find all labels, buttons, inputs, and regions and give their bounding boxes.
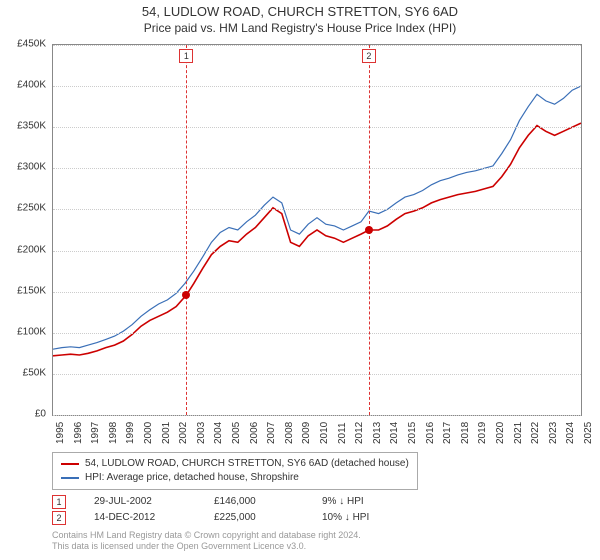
x-tick-label: 2021 [513, 422, 524, 444]
y-tick-label: £0 [35, 409, 46, 420]
x-tick-label: 2014 [389, 422, 400, 444]
x-tick-label: 2005 [231, 422, 242, 444]
y-tick-label: £450K [17, 39, 46, 50]
table-row: 1 29-JUL-2002 £146,000 9% ↓ HPI [52, 494, 412, 510]
chart-container: 54, LUDLOW ROAD, CHURCH STRETTON, SY6 6A… [0, 0, 600, 560]
sale-price: £225,000 [214, 510, 294, 526]
x-tick-label: 2013 [372, 422, 383, 444]
x-tick-label: 2006 [249, 422, 260, 444]
row-marker: 1 [52, 495, 66, 509]
x-tick-label: 2020 [495, 422, 506, 444]
x-tick-label: 2008 [284, 422, 295, 444]
marker-label-box: 2 [362, 49, 376, 63]
legend-label: HPI: Average price, detached house, Shro… [85, 471, 299, 485]
x-tick-label: 2007 [266, 422, 277, 444]
row-marker: 2 [52, 511, 66, 525]
gridline [53, 127, 581, 128]
y-tick-label: £250K [17, 203, 46, 214]
x-tick-label: 2003 [196, 422, 207, 444]
marker-dot [365, 226, 373, 234]
series-line [53, 86, 581, 349]
y-tick-label: £50K [23, 367, 46, 378]
title-block: 54, LUDLOW ROAD, CHURCH STRETTON, SY6 6A… [0, 0, 600, 35]
x-tick-label: 2024 [565, 422, 576, 444]
marker-dot [182, 291, 190, 299]
title-sub: Price paid vs. HM Land Registry's House … [0, 21, 600, 35]
sale-date: 14-DEC-2012 [94, 510, 186, 526]
x-tick-label: 2012 [354, 422, 365, 444]
x-tick-label: 2011 [337, 422, 348, 444]
x-tick-label: 2025 [583, 422, 594, 444]
y-tick-label: £100K [17, 326, 46, 337]
x-tick-label: 2001 [161, 422, 172, 444]
x-tick-label: 2002 [178, 422, 189, 444]
x-tick-label: 2022 [530, 422, 541, 444]
sale-price: £146,000 [214, 494, 294, 510]
y-tick-label: £300K [17, 162, 46, 173]
x-axis-labels: 1995 1996 1997 1998 1999 2000 2001 2002 2003 2004… [52, 416, 580, 446]
x-tick-label: 1999 [125, 422, 136, 444]
x-tick-label: 2023 [548, 422, 559, 444]
x-tick-label: 2010 [319, 422, 330, 444]
y-tick-label: £150K [17, 285, 46, 296]
marker-label-box: 1 [179, 49, 193, 63]
chart-lines-svg [53, 45, 581, 415]
x-tick-label: 2018 [460, 422, 471, 444]
gridline [53, 292, 581, 293]
x-tick-label: 2009 [301, 422, 312, 444]
table-row: 2 14-DEC-2012 £225,000 10% ↓ HPI [52, 510, 412, 526]
y-tick-label: £400K [17, 80, 46, 91]
footer-attribution: Contains HM Land Registry data © Crown c… [52, 530, 361, 552]
y-tick-label: £200K [17, 244, 46, 255]
x-tick-label: 1998 [108, 422, 119, 444]
footer-line: This data is licensed under the Open Gov… [52, 541, 361, 552]
legend-label: 54, LUDLOW ROAD, CHURCH STRETTON, SY6 6A… [85, 457, 409, 471]
x-tick-label: 2000 [143, 422, 154, 444]
x-tick-label: 2016 [425, 422, 436, 444]
legend-row: 54, LUDLOW ROAD, CHURCH STRETTON, SY6 6A… [61, 457, 409, 471]
series-line [53, 123, 581, 356]
legend-row: HPI: Average price, detached house, Shro… [61, 471, 409, 485]
y-tick-label: £350K [17, 121, 46, 132]
marker-vline [186, 45, 187, 415]
x-tick-label: 2019 [477, 422, 488, 444]
x-tick-label: 2017 [442, 422, 453, 444]
y-axis-labels: £0£50K£100K£150K£200K£250K£300K£350K£400… [0, 44, 50, 414]
gridline [53, 86, 581, 87]
sales-table: 1 29-JUL-2002 £146,000 9% ↓ HPI 2 14-DEC… [52, 494, 412, 526]
gridline [53, 45, 581, 46]
x-tick-label: 1995 [55, 422, 66, 444]
x-tick-label: 1997 [90, 422, 101, 444]
gridline [53, 168, 581, 169]
gridline [53, 374, 581, 375]
sale-date: 29-JUL-2002 [94, 494, 186, 510]
gridline [53, 333, 581, 334]
sale-pct: 9% ↓ HPI [322, 494, 412, 510]
legend-box: 54, LUDLOW ROAD, CHURCH STRETTON, SY6 6A… [52, 452, 418, 490]
x-tick-label: 2015 [407, 422, 418, 444]
footer-line: Contains HM Land Registry data © Crown c… [52, 530, 361, 541]
title-main: 54, LUDLOW ROAD, CHURCH STRETTON, SY6 6A… [0, 4, 600, 19]
x-tick-label: 2004 [213, 422, 224, 444]
sale-pct: 10% ↓ HPI [322, 510, 412, 526]
x-tick-label: 1996 [73, 422, 84, 444]
gridline [53, 209, 581, 210]
legend-swatch [61, 477, 79, 479]
chart-plot-area: 12 [52, 44, 582, 416]
legend-swatch [61, 463, 79, 465]
gridline [53, 251, 581, 252]
